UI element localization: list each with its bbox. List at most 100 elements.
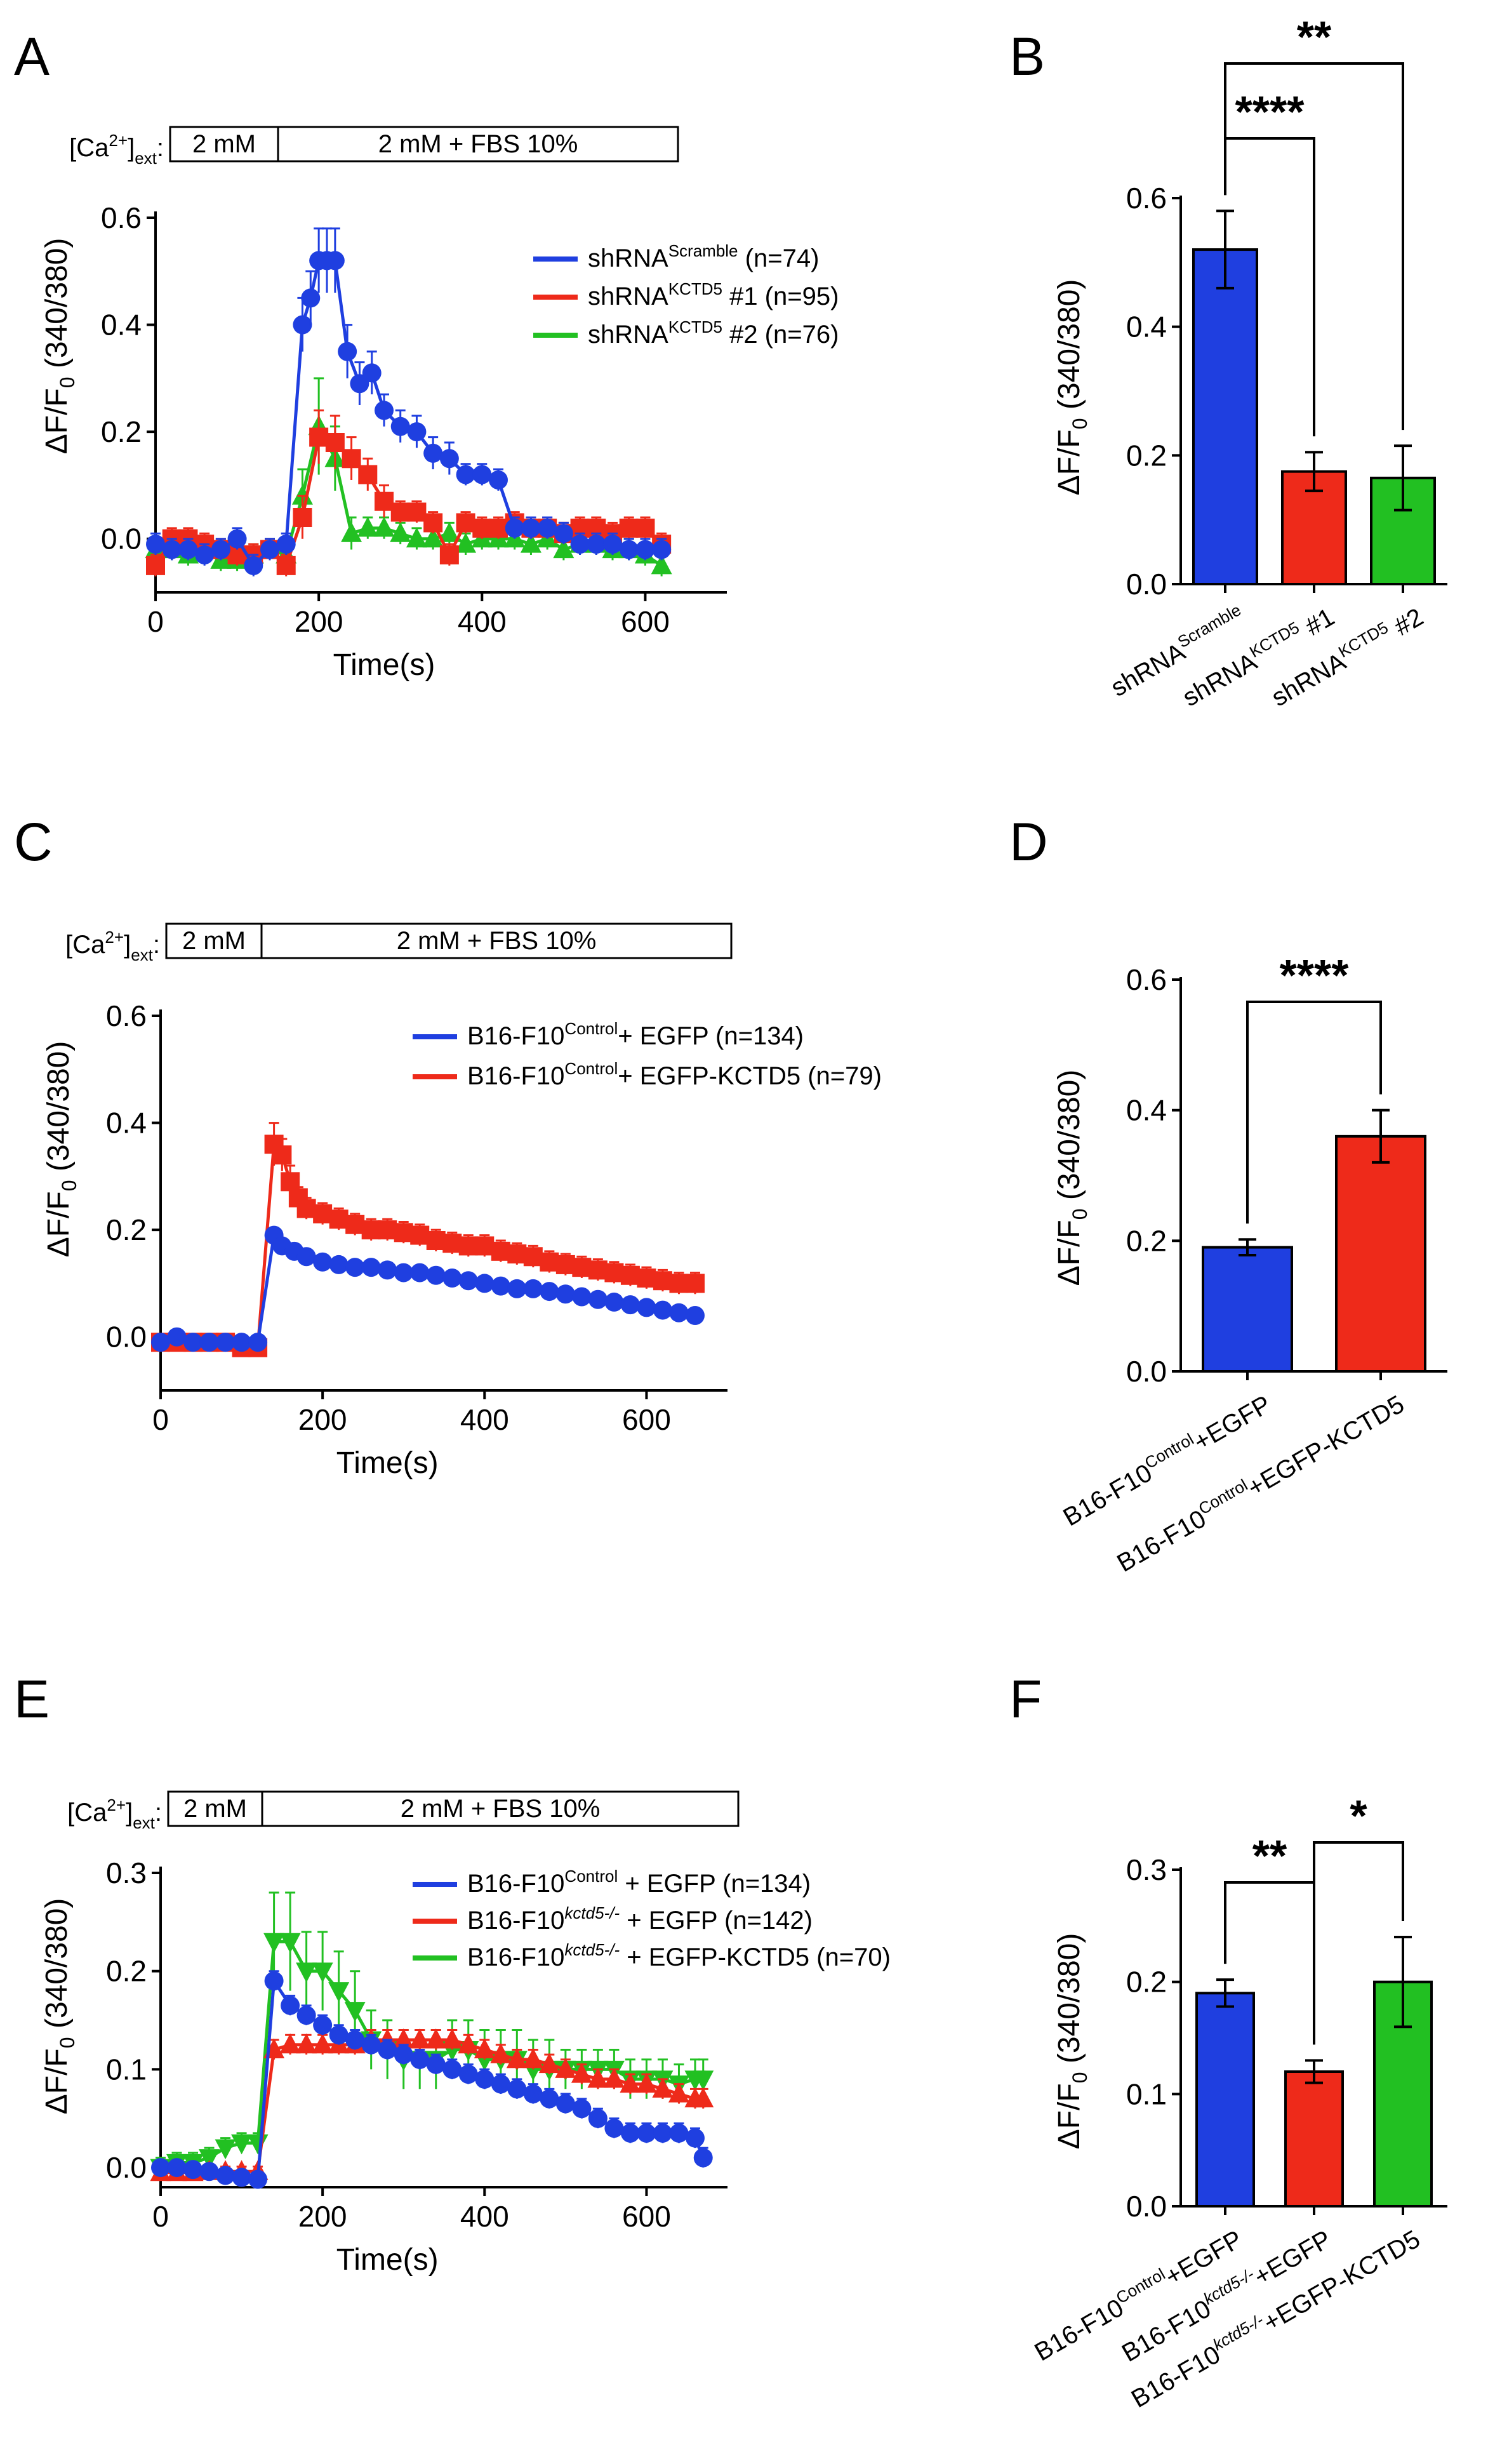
data-point <box>653 1271 672 1291</box>
data-point <box>329 1209 349 1229</box>
data-point <box>587 2067 609 2088</box>
protocol-step2-label: 2 mM + FBS 10% <box>401 1795 601 1823</box>
data-point <box>685 1274 705 1293</box>
data-point <box>146 556 165 575</box>
x-axis-label: Time(s) <box>333 648 435 682</box>
data-point <box>555 1284 575 1304</box>
ca-label: [Ca2+]ext: <box>69 131 164 168</box>
data-point <box>669 1274 689 1293</box>
data-point <box>588 1289 608 1309</box>
y-tick-label: 0.1 <box>1126 2077 1167 2110</box>
data-point <box>232 2168 251 2187</box>
series-0 <box>151 1225 705 1352</box>
protocol-step1-label: 2 mM <box>183 1795 247 1823</box>
data-point <box>491 1241 510 1261</box>
data-point <box>281 1172 300 1192</box>
data-point <box>637 2123 656 2143</box>
y-axis-label: ΔF/F0 (340/380) <box>40 238 79 455</box>
data-point <box>183 2160 203 2180</box>
data-point <box>406 527 427 548</box>
data-point <box>458 1236 478 1256</box>
data-point <box>652 540 672 559</box>
data-point <box>472 465 492 484</box>
significance-label: * <box>1350 1791 1367 1841</box>
data-point <box>345 1258 365 1277</box>
data-point <box>375 491 394 511</box>
data-point <box>361 1220 381 1240</box>
data-point <box>570 535 590 554</box>
data-point <box>231 2134 253 2155</box>
data-point <box>442 1269 462 1288</box>
data-point <box>313 2015 333 2035</box>
y-tick-label: 0.0 <box>1126 568 1167 601</box>
data-point <box>342 449 361 469</box>
data-point <box>669 1303 689 1322</box>
protocol-step2-label: 2 mM + FBS 10% <box>378 130 578 158</box>
data-point <box>538 518 557 538</box>
data-point <box>394 1223 413 1242</box>
data-point <box>490 2043 512 2063</box>
x-tick-label: 400 <box>460 2200 509 2233</box>
chart-F: 0.00.10.20.3B16-F10Control+EGFPB16-F10kc… <box>1030 1791 1447 2413</box>
data-point <box>489 518 508 538</box>
significance-bracket <box>1224 62 1404 430</box>
data-point <box>296 2006 316 2025</box>
data-point <box>652 2077 674 2098</box>
series-line <box>160 1231 696 1344</box>
y-tick-label: 0.2 <box>106 1955 147 1988</box>
data-point <box>178 540 198 559</box>
data-point <box>475 1274 495 1293</box>
x-tick-label: 600 <box>621 605 670 638</box>
y-tick-label: 0.2 <box>1126 1966 1167 1999</box>
y-tick-label: 0.6 <box>1126 182 1167 215</box>
data-point <box>216 1333 236 1352</box>
category-label: B16-F10Control+EGFP <box>1057 1387 1276 1531</box>
y-tick-label: 0.4 <box>1126 310 1167 343</box>
data-point <box>620 1265 640 1285</box>
data-point <box>555 2058 576 2078</box>
significance-label: ** <box>1297 12 1332 62</box>
data-point <box>637 1269 656 1288</box>
data-point <box>279 1933 301 1954</box>
x-tick-label: 200 <box>295 605 343 638</box>
chart-C: 0.0 0.2 0.4 0.6 0 200 400 600 Time(s) B16-F10Cont… <box>106 999 882 1480</box>
y-axis-label: ΔF/F0 (340/380) <box>42 1041 81 1258</box>
data-point <box>540 1282 559 1302</box>
data-point <box>375 401 394 420</box>
y-axis-label: ΔF/F0 (340/380) <box>1053 1933 1091 2150</box>
data-point <box>407 502 427 522</box>
data-point <box>378 1260 397 1280</box>
y-tick-label: 0.0 <box>1126 2190 1167 2223</box>
data-point <box>620 2123 640 2143</box>
data-point <box>358 465 378 484</box>
data-point <box>211 540 230 559</box>
data-point <box>572 2099 592 2119</box>
chart-E: 0.0 0.1 0.2 0.3 0 200 400 600 Time(s) B16-F10Cont… <box>106 1856 891 2277</box>
data-point <box>393 2028 415 2049</box>
data-point <box>296 1962 317 1983</box>
data-point <box>276 535 296 554</box>
data-point <box>458 2065 478 2084</box>
bar <box>1284 2070 1344 2208</box>
data-point <box>215 2139 236 2160</box>
data-point <box>338 342 357 361</box>
data-point <box>248 2169 268 2189</box>
legend-entry: shRNAKCTD5 #1 (n=95) <box>588 279 839 310</box>
bar <box>1192 248 1258 586</box>
chart-A: 0.0 0.2 0.4 0.6 0 200 400 600 Time(s) shRNAScramb… <box>101 201 839 682</box>
data-point <box>523 2084 543 2104</box>
data-point <box>329 2025 349 2045</box>
data-point <box>390 522 411 542</box>
data-point <box>394 1263 413 1282</box>
data-point <box>264 1971 284 1991</box>
data-point <box>313 1204 333 1223</box>
data-point <box>685 2128 705 2148</box>
data-point <box>328 1982 350 2002</box>
data-point <box>540 1252 559 1272</box>
significance-bracket <box>1246 1001 1382 1224</box>
data-point <box>183 1333 203 1352</box>
x-tick-label: 200 <box>298 2200 347 2233</box>
x-tick-label: 0 <box>147 605 164 638</box>
significance-label: **** <box>1235 87 1305 137</box>
